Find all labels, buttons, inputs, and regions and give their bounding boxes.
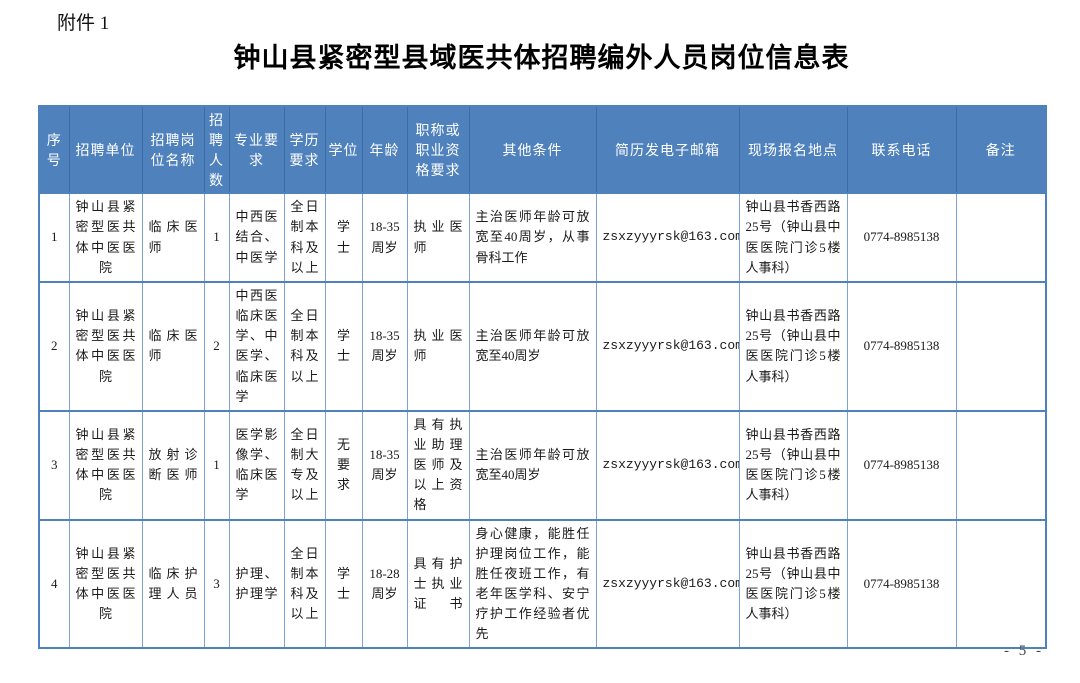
header-headcount: 招聘人数: [203, 105, 230, 194]
cell-position: 临床护理人员: [141, 518, 205, 650]
header-employer: 招聘单位: [68, 105, 143, 194]
cell-qualification: 执业医师: [406, 281, 470, 412]
attachment-label: 附件 1: [57, 13, 110, 34]
cell-degree: 无要求: [324, 409, 363, 521]
table-row: 4 钟山县紧密型医共体中医医院 临床护理人员 3 护理、护理学 全日制本科及以上…: [38, 518, 1047, 650]
cell-age: 18-35周岁: [361, 409, 408, 521]
cell-no: 3: [38, 409, 70, 521]
cell-education: 全日制本科及以上: [283, 192, 326, 283]
cell-address: 钟山县书香西路25号（钟山县中医医院门诊5楼人事科）: [738, 281, 848, 412]
cell-address: 钟山县书香西路25号（钟山县中医医院门诊5楼人事科）: [738, 192, 848, 283]
cell-age: 18-28周岁: [361, 518, 408, 650]
cell-position: 临床医师: [141, 192, 205, 283]
cell-address: 钟山县书香西路25号（钟山县中医医院门诊5楼人事科）: [738, 518, 848, 650]
cell-degree: 学士: [324, 192, 363, 283]
cell-phone: 0774-8985138: [846, 518, 957, 650]
cell-headcount: 1: [203, 409, 230, 521]
cell-note: [955, 409, 1047, 521]
cell-address: 钟山县书香西路25号（钟山县中医医院门诊5楼人事科）: [738, 409, 848, 521]
header-phone: 联系电话: [846, 105, 957, 194]
cell-qualification: 执业医师: [406, 192, 470, 283]
page-title: 钟山县紧密型县域医共体招聘编外人员岗位信息表: [233, 43, 850, 73]
cell-other-conditions: 主治医师年龄可放宽至40周岁，从事骨科工作: [468, 192, 597, 283]
header-position: 招聘岗位名称: [141, 105, 205, 194]
cell-headcount: 2: [203, 281, 230, 412]
cell-age: 18-35周岁: [361, 281, 408, 412]
cell-employer: 钟山县紧密型医共体中医医院: [68, 409, 143, 521]
cell-qualification: 具有护士执业证书: [406, 518, 470, 650]
cell-phone: 0774-8985138: [846, 409, 957, 521]
cell-degree: 学士: [324, 281, 363, 412]
cell-no: 4: [38, 518, 70, 650]
cell-other-conditions: 身心健康，能胜任护理岗位工作，能胜任夜班工作，有老年医学科、安宁疗护工作经验者优…: [468, 518, 597, 650]
cell-email: zsxzyyyrsk@163.com: [595, 409, 740, 521]
cell-email: zsxzyyyrsk@163.com: [595, 192, 740, 283]
table-row: 2 钟山县紧密型医共体中医医院 临床医师 2 中西医临床医学、中医学、临床医学 …: [38, 281, 1047, 412]
table-row: 3 钟山县紧密型医共体中医医院 放射诊断医师 1 医学影像学、临床医学 全日制大…: [38, 409, 1047, 521]
cell-employer: 钟山县紧密型医共体中医医院: [68, 518, 143, 650]
header-address: 现场报名地点: [738, 105, 848, 194]
cell-note: [955, 192, 1047, 283]
cell-major: 中西医临床医学、中医学、临床医学: [228, 281, 285, 412]
cell-phone: 0774-8985138: [846, 192, 957, 283]
cell-position: 临床医师: [141, 281, 205, 412]
cell-no: 2: [38, 281, 70, 412]
cell-employer: 钟山县紧密型医共体中医医院: [68, 281, 143, 412]
cell-headcount: 1: [203, 192, 230, 283]
cell-education: 全日制本科及以上: [283, 518, 326, 650]
header-degree: 学位: [324, 105, 363, 194]
cell-education: 全日制大专及以上: [283, 409, 326, 521]
cell-note: [955, 518, 1047, 650]
cell-position: 放射诊断医师: [141, 409, 205, 521]
job-info-table: 序号 招聘单位 招聘岗位名称 招聘人数 专业要求 学历要求 学位 年龄 职称或职…: [38, 105, 1047, 650]
header-other-conditions: 其他条件: [468, 105, 597, 194]
cell-major: 护理、护理学: [228, 518, 285, 650]
cell-qualification: 具有执业助理医师及以上资格: [406, 409, 470, 521]
header-age: 年龄: [361, 105, 408, 194]
table-header-row: 序号 招聘单位 招聘岗位名称 招聘人数 专业要求 学历要求 学位 年龄 职称或职…: [38, 105, 1047, 194]
cell-age: 18-35周岁: [361, 192, 408, 283]
cell-major: 医学影像学、临床医学: [228, 409, 285, 521]
header-major: 专业要求: [228, 105, 285, 194]
header-note: 备注: [955, 105, 1047, 194]
cell-degree: 学士: [324, 518, 363, 650]
cell-no: 1: [38, 192, 70, 283]
cell-education: 全日制本科及以上: [283, 281, 326, 412]
page-number: - 5 -: [1004, 643, 1044, 659]
cell-phone: 0774-8985138: [846, 281, 957, 412]
header-no: 序号: [38, 105, 70, 194]
cell-employer: 钟山县紧密型医共体中医医院: [68, 192, 143, 283]
cell-note: [955, 281, 1047, 412]
cell-headcount: 3: [203, 518, 230, 650]
table-row: 1 钟山县紧密型医共体中医医院 临床医师 1 中西医结合、中医学 全日制本科及以…: [38, 192, 1047, 283]
cell-other-conditions: 主治医师年龄可放宽至40周岁: [468, 409, 597, 521]
cell-email: zsxzyyyrsk@163.com: [595, 281, 740, 412]
cell-email: zsxzyyyrsk@163.com: [595, 518, 740, 650]
cell-other-conditions: 主治医师年龄可放宽至40周岁: [468, 281, 597, 412]
cell-major: 中西医结合、中医学: [228, 192, 285, 283]
header-education: 学历要求: [283, 105, 326, 194]
header-qualification: 职称或职业资格要求: [406, 105, 470, 194]
header-email: 简历发电子邮箱: [595, 105, 740, 194]
